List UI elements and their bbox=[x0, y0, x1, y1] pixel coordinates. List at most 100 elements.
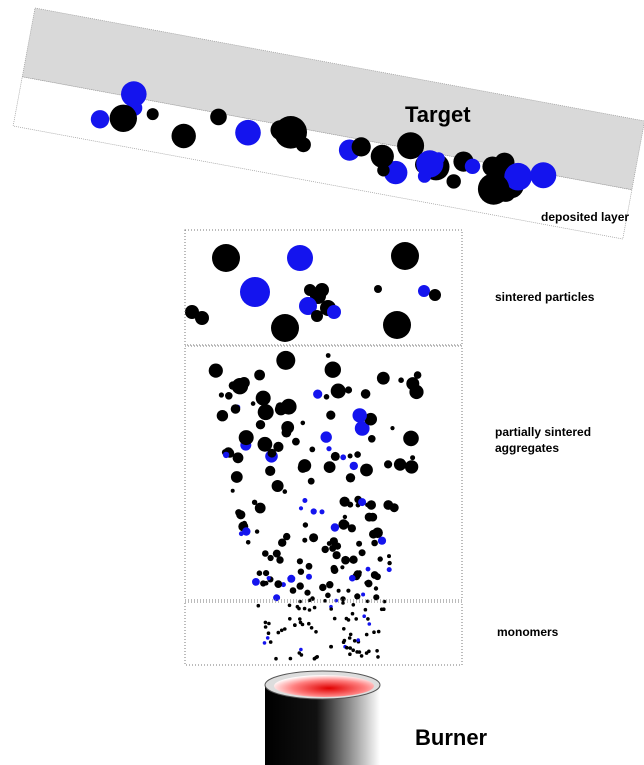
particle bbox=[296, 605, 300, 609]
particle bbox=[219, 392, 224, 397]
particle bbox=[283, 627, 287, 631]
particle bbox=[326, 353, 331, 358]
particle bbox=[345, 386, 352, 393]
particle bbox=[348, 646, 352, 650]
particle bbox=[242, 527, 250, 535]
particle bbox=[340, 596, 345, 601]
particle bbox=[310, 626, 314, 630]
particle bbox=[374, 285, 382, 293]
particle bbox=[298, 600, 302, 604]
particle bbox=[383, 311, 411, 339]
particle bbox=[283, 489, 288, 494]
particle bbox=[231, 404, 241, 414]
particle bbox=[416, 150, 443, 177]
particle bbox=[276, 402, 285, 411]
particle bbox=[267, 631, 271, 635]
zone-label: sintered particles bbox=[495, 290, 595, 304]
particle bbox=[326, 581, 333, 588]
particle bbox=[282, 428, 292, 438]
particle bbox=[530, 162, 556, 188]
particle bbox=[264, 625, 268, 629]
particle bbox=[331, 566, 339, 574]
particle bbox=[303, 522, 308, 527]
particle bbox=[324, 394, 330, 400]
particle bbox=[309, 533, 318, 542]
particle bbox=[348, 636, 352, 640]
particle bbox=[299, 648, 303, 652]
particle bbox=[313, 606, 317, 610]
particle bbox=[269, 640, 273, 644]
particle bbox=[374, 586, 378, 590]
particle bbox=[359, 549, 366, 556]
particle bbox=[373, 594, 379, 600]
particle bbox=[387, 554, 391, 558]
particle bbox=[356, 638, 360, 642]
particle bbox=[262, 550, 269, 557]
particle bbox=[351, 648, 355, 652]
particle bbox=[346, 589, 350, 593]
particle bbox=[313, 390, 322, 399]
target-label: Target bbox=[405, 102, 471, 127]
particle bbox=[298, 463, 308, 473]
particle bbox=[302, 498, 307, 503]
particle bbox=[352, 603, 356, 607]
particle bbox=[340, 454, 346, 460]
particle bbox=[306, 563, 313, 570]
particle bbox=[233, 452, 244, 463]
particle bbox=[360, 464, 373, 477]
particle bbox=[334, 599, 338, 603]
particle bbox=[327, 305, 341, 319]
particle bbox=[246, 540, 251, 545]
particle bbox=[368, 622, 372, 626]
particle bbox=[297, 558, 303, 564]
particle bbox=[347, 502, 353, 508]
particle bbox=[301, 421, 306, 426]
particle bbox=[287, 402, 296, 411]
particle bbox=[418, 285, 430, 297]
particle bbox=[361, 389, 371, 399]
particle bbox=[360, 654, 364, 658]
particle bbox=[374, 573, 381, 580]
particle bbox=[287, 575, 295, 583]
layer-label: deposited layer bbox=[541, 210, 629, 224]
particle bbox=[372, 630, 376, 634]
particle bbox=[256, 420, 265, 429]
particle bbox=[329, 607, 333, 611]
particle bbox=[256, 391, 271, 406]
particle bbox=[304, 590, 310, 596]
particle bbox=[257, 604, 261, 608]
particle bbox=[260, 580, 266, 586]
particle bbox=[326, 446, 331, 451]
particle bbox=[376, 655, 380, 659]
particle bbox=[263, 570, 269, 576]
particle bbox=[371, 540, 378, 547]
particle bbox=[289, 657, 293, 661]
particle bbox=[223, 452, 229, 458]
particle bbox=[447, 174, 461, 188]
zone-label: partially sintered bbox=[495, 425, 591, 439]
particle bbox=[110, 105, 137, 132]
particle bbox=[235, 120, 261, 146]
particle bbox=[274, 580, 282, 588]
particle bbox=[308, 608, 312, 612]
particle bbox=[267, 576, 271, 580]
particle bbox=[239, 430, 254, 445]
particle bbox=[172, 124, 196, 148]
particle bbox=[147, 108, 159, 120]
particle bbox=[394, 458, 406, 470]
particle bbox=[232, 378, 248, 394]
particle bbox=[251, 401, 256, 406]
particle bbox=[288, 617, 292, 621]
particle bbox=[382, 607, 386, 611]
particle bbox=[403, 431, 419, 447]
particle bbox=[267, 622, 271, 626]
particle bbox=[391, 242, 419, 270]
zone-label: aggregates bbox=[495, 441, 559, 455]
particle bbox=[353, 639, 357, 643]
particle bbox=[287, 245, 313, 271]
particle bbox=[372, 528, 383, 539]
particle bbox=[306, 574, 312, 580]
particle bbox=[257, 570, 263, 576]
particle bbox=[276, 556, 283, 563]
particle bbox=[365, 580, 373, 588]
